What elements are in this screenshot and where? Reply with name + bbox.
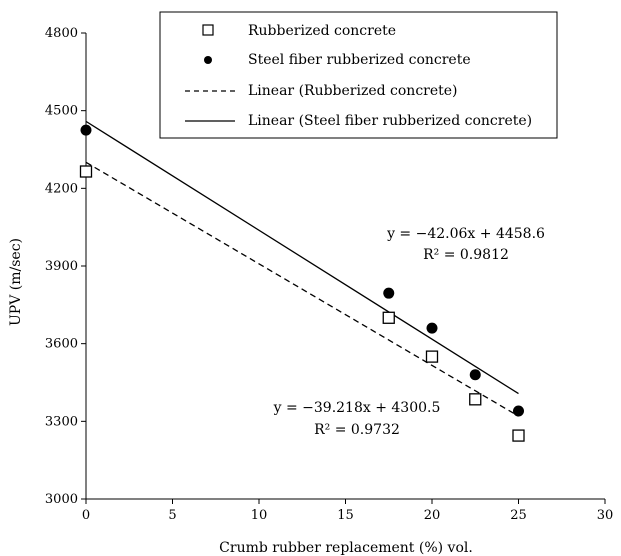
axes: 0 5 10 15 20 25 30 3000 3300 3600 3900 4200 4500 4800 <box>45 26 613 523</box>
rubberized-point <box>382 311 395 324</box>
legend-label-rubberized: Rubberized concrete <box>248 23 396 39</box>
y-tick-label: 3600 <box>45 337 78 352</box>
rubberized-point <box>79 165 93 178</box>
x-tick-label: 30 <box>597 508 614 523</box>
legend: Rubberized concrete Steel fiber rubberiz… <box>159 11 558 139</box>
y-tick-label: 4500 <box>45 104 78 119</box>
x-tick-label: 15 <box>337 508 354 523</box>
steel-fiber-point <box>469 369 481 381</box>
x-tick-label: 0 <box>82 508 90 523</box>
legend-label-rubberized-linear: Linear (Rubberized concrete) <box>248 83 458 99</box>
legend-box <box>159 11 558 139</box>
legend-marker-steel-fiber <box>204 56 212 64</box>
y-axis-title: UPV (m/sec) <box>8 238 24 326</box>
x-tick-label: 25 <box>510 508 527 523</box>
x-tick-label: 10 <box>251 508 268 523</box>
steel-fiber-point <box>426 322 438 334</box>
rubberized-equation: y = −39.218x + 4300.5 <box>273 400 441 416</box>
x-axis-title: Crumb rubber replacement (%) vol. <box>219 540 473 556</box>
legend-label-steel-fiber: Steel fiber rubberized concrete <box>248 52 471 68</box>
steel-fiber-point <box>383 287 395 299</box>
rubberized-point <box>512 429 525 442</box>
steel-fiber-equation: y = −42.06x + 4458.6 <box>386 226 545 242</box>
rubberized-r2: R² = 0.9732 <box>314 422 400 438</box>
rubberized-point <box>469 393 482 406</box>
y-tick-label: 3000 <box>45 492 78 507</box>
rubberized-point <box>425 350 439 363</box>
steel-fiber-point <box>513 405 524 417</box>
trendline-steel-fiber <box>85 120 519 395</box>
y-tick-label: 4200 <box>45 181 78 196</box>
legend-label-steel-fiber-linear: Linear (Steel fiber rubberized concrete) <box>248 113 532 129</box>
data-points <box>79 124 525 442</box>
steel-fiber-point <box>80 124 92 136</box>
y-tick-label: 3900 <box>45 259 78 274</box>
steel-fiber-r2: R² = 0.9812 <box>423 247 509 263</box>
legend-marker-rubberized <box>202 24 214 36</box>
trendline-rubberized <box>85 161 519 417</box>
trendlines <box>85 120 519 417</box>
x-tick-label: 5 <box>168 508 176 523</box>
x-tick-label: 20 <box>424 508 441 523</box>
y-tick-label: 4800 <box>45 26 78 41</box>
y-tick-label: 3300 <box>45 414 78 429</box>
